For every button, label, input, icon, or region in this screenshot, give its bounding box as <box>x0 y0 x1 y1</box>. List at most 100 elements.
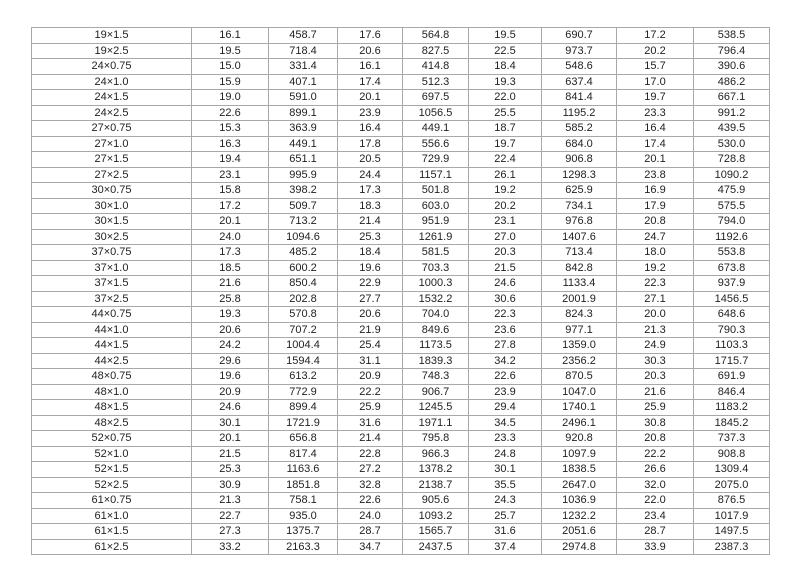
table-body: 19×1.5 16.1 458.7 17.6 564.8 19.5 690.7 17.2 538… <box>31 27 770 555</box>
value-cell: 21.9 <box>337 321 403 338</box>
value-cell: 19.6 <box>191 368 269 385</box>
value-cell: 1407.6 <box>541 228 617 245</box>
value-cell: 748.3 <box>402 368 469 385</box>
value-cell: 1047.0 <box>541 383 617 400</box>
value-cell: 27.1 <box>616 290 694 307</box>
value-cell: 22.3 <box>616 275 694 292</box>
value-cell: 25.9 <box>337 399 403 416</box>
value-cell: 19.3 <box>191 306 269 323</box>
spec-cell: 44×0.75 <box>31 306 192 323</box>
spec-cell: 37×1.5 <box>31 275 192 292</box>
spec-cell: 44×1.5 <box>31 337 192 354</box>
table-row: 52×0.75 20.1 656.8 21.4 795.8 23.3 920.8 20.8 73… <box>31 430 770 447</box>
value-cell: 20.2 <box>616 42 694 59</box>
value-cell: 1456.5 <box>693 290 770 307</box>
value-cell: 30.1 <box>191 414 269 431</box>
value-cell: 19.5 <box>468 27 542 44</box>
value-cell: 1845.2 <box>693 414 770 431</box>
value-cell: 2163.3 <box>268 538 338 555</box>
value-cell: 1157.1 <box>402 166 469 183</box>
spec-cell: 24×1.5 <box>31 89 192 106</box>
value-cell: 20.9 <box>337 368 403 385</box>
spec-cell: 37×2.5 <box>31 290 192 307</box>
table-row: 30×1.0 17.2 509.7 18.3 603.0 20.2 734.1 17.9 575… <box>31 197 770 214</box>
value-cell: 846.4 <box>693 383 770 400</box>
value-cell: 17.4 <box>616 135 694 152</box>
value-cell: 19.2 <box>616 259 694 276</box>
value-cell: 713.4 <box>541 244 617 261</box>
value-cell: 15.9 <box>191 73 269 90</box>
spec-cell: 24×0.75 <box>31 58 192 75</box>
table-row: 30×1.5 20.1 713.2 21.4 951.9 23.1 976.8 20.8 794… <box>31 213 770 230</box>
table-row: 19×1.5 16.1 458.7 17.6 564.8 19.5 690.7 17.2 538… <box>31 27 770 44</box>
value-cell: 1090.2 <box>693 166 770 183</box>
value-cell: 398.2 <box>268 182 338 199</box>
table-row: 24×1.5 19.0 591.0 20.1 697.5 22.0 841.4 19.7 667… <box>31 89 770 106</box>
value-cell: 34.5 <box>468 414 542 431</box>
value-cell: 841.4 <box>541 89 617 106</box>
value-cell: 772.9 <box>268 383 338 400</box>
spec-cell: 52×2.5 <box>31 476 192 493</box>
value-cell: 2075.0 <box>693 476 770 493</box>
value-cell: 17.6 <box>337 27 403 44</box>
value-cell: 475.9 <box>693 182 770 199</box>
value-cell: 31.6 <box>468 523 542 540</box>
value-cell: 29.4 <box>468 399 542 416</box>
value-cell: 591.0 <box>268 89 338 106</box>
value-cell: 25.9 <box>616 399 694 416</box>
value-cell: 20.6 <box>337 42 403 59</box>
value-cell: 707.2 <box>268 321 338 338</box>
value-cell: 20.8 <box>616 213 694 230</box>
value-cell: 1056.5 <box>402 104 469 121</box>
value-cell: 1594.4 <box>268 352 338 369</box>
value-cell: 24.7 <box>616 228 694 245</box>
value-cell: 30.9 <box>191 476 269 493</box>
value-cell: 656.8 <box>268 430 338 447</box>
value-cell: 648.6 <box>693 306 770 323</box>
value-cell: 30.8 <box>616 414 694 431</box>
value-cell: 30.6 <box>468 290 542 307</box>
value-cell: 1245.5 <box>402 399 469 416</box>
value-cell: 973.7 <box>541 42 617 59</box>
table-row: 61×2.5 33.2 2163.3 34.7 2437.5 37.4 2974.8 33.9… <box>31 538 770 555</box>
value-cell: 22.4 <box>468 151 542 168</box>
value-cell: 2051.6 <box>541 523 617 540</box>
value-cell: 937.9 <box>693 275 770 292</box>
value-cell: 905.6 <box>402 492 469 509</box>
value-cell: 15.8 <box>191 182 269 199</box>
spec-cell: 37×1.0 <box>31 259 192 276</box>
value-cell: 23.3 <box>468 430 542 447</box>
value-cell: 25.7 <box>468 507 542 524</box>
value-cell: 25.8 <box>191 290 269 307</box>
value-cell: 31.6 <box>337 414 403 431</box>
value-cell: 667.1 <box>693 89 770 106</box>
value-cell: 25.5 <box>468 104 542 121</box>
value-cell: 449.1 <box>268 135 338 152</box>
value-cell: 1839.3 <box>402 352 469 369</box>
value-cell: 18.4 <box>468 58 542 75</box>
table-row: 37×1.5 21.6 850.4 22.9 1000.3 24.6 1133.4 22.3 9… <box>31 275 770 292</box>
value-cell: 331.4 <box>268 58 338 75</box>
spec-cell: 30×1.0 <box>31 197 192 214</box>
value-cell: 21.5 <box>191 445 269 462</box>
value-cell: 538.5 <box>693 27 770 44</box>
value-cell: 920.8 <box>541 430 617 447</box>
value-cell: 18.5 <box>191 259 269 276</box>
value-cell: 512.3 <box>402 73 469 90</box>
value-cell: 966.3 <box>402 445 469 462</box>
value-cell: 817.4 <box>268 445 338 462</box>
value-cell: 27.3 <box>191 523 269 540</box>
spec-cell: 30×2.5 <box>31 228 192 245</box>
value-cell: 17.3 <box>191 244 269 261</box>
value-cell: 24.2 <box>191 337 269 354</box>
value-cell: 22.0 <box>468 89 542 106</box>
value-cell: 16.1 <box>191 27 269 44</box>
value-cell: 18.4 <box>337 244 403 261</box>
spec-cell: 61×1.0 <box>31 507 192 524</box>
value-cell: 729.9 <box>402 151 469 168</box>
value-cell: 20.6 <box>337 306 403 323</box>
value-cell: 509.7 <box>268 197 338 214</box>
table-row: 48×1.0 20.9 772.9 22.2 906.7 23.9 1047.0 21.6 84… <box>31 383 770 400</box>
value-cell: 1232.2 <box>541 507 617 524</box>
value-cell: 22.8 <box>337 445 403 462</box>
